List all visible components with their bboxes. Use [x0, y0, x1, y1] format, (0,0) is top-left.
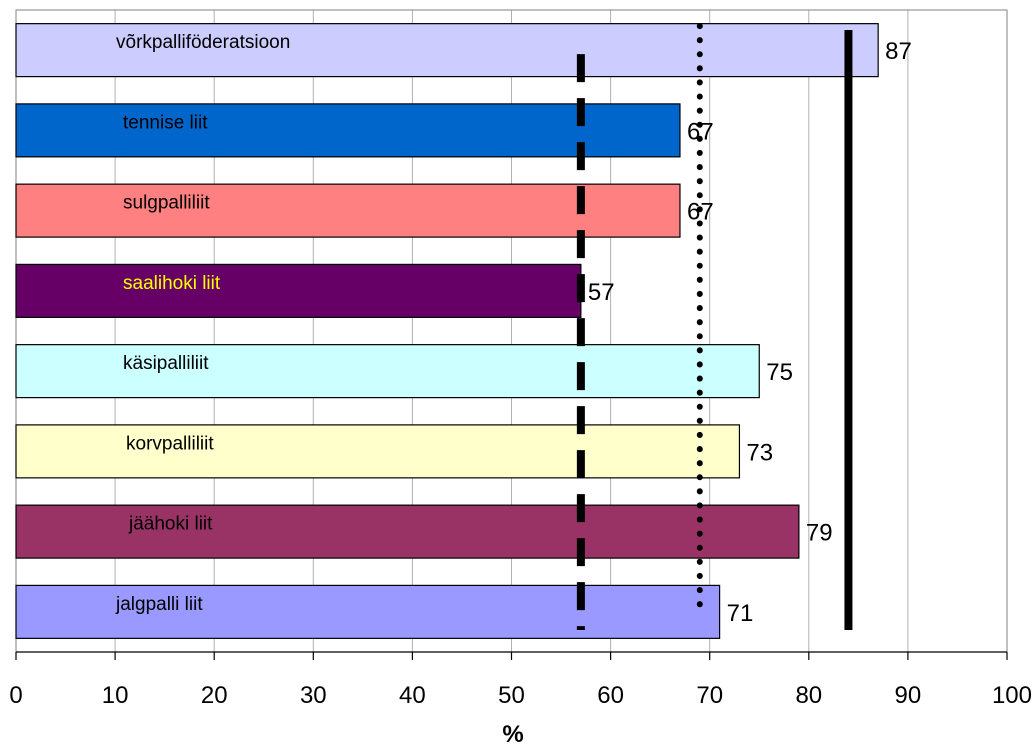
bar — [15, 23, 879, 78]
value-label: 87 — [885, 38, 912, 65]
value-label: 71 — [727, 600, 754, 627]
x-tick-label: 0 — [9, 682, 22, 709]
bar-layer — [15, 23, 879, 639]
category-label: käsipalliliit — [123, 353, 209, 374]
x-axis-title: % — [502, 721, 523, 745]
bar — [15, 504, 800, 559]
bar — [15, 344, 760, 399]
x-tick-label: 100 — [992, 682, 1032, 709]
category-label: saalihoki liit — [123, 273, 221, 294]
value-label: 73 — [746, 439, 773, 466]
bar — [15, 263, 582, 318]
x-axis: 0 10 20 30 40 50 60 70 80 90 100 — [9, 651, 1032, 709]
category-label: võrkpalliföderatsioon — [116, 32, 290, 53]
x-tick-label: 80 — [795, 682, 822, 709]
x-tick-label: 60 — [597, 682, 624, 709]
category-label: jalgpalli liit — [115, 594, 203, 615]
category-label: tennise liit — [123, 112, 208, 133]
x-tick-label: 70 — [696, 682, 723, 709]
x-tick-label: 40 — [399, 682, 426, 709]
bar — [15, 183, 681, 238]
category-label: korvpalliliit — [126, 433, 214, 454]
x-tick-label: 10 — [102, 682, 129, 709]
label-layer: võrkpalliföderatsioon 87 tennise liit 67 sul… — [115, 32, 912, 627]
value-label: 57 — [588, 279, 615, 306]
x-tick-label: 20 — [201, 682, 228, 709]
value-label: 79 — [806, 520, 833, 547]
bar — [15, 584, 721, 639]
value-label: 67 — [687, 118, 714, 145]
x-tick-label: 90 — [895, 682, 922, 709]
bar — [15, 103, 681, 158]
category-label: jäähoki liit — [128, 514, 213, 535]
category-label: sulgpalliliit — [123, 193, 210, 214]
value-label: 67 — [687, 199, 714, 226]
x-tick-label: 50 — [498, 682, 525, 709]
value-label: 75 — [766, 359, 793, 386]
x-tick-label: 30 — [300, 682, 327, 709]
bar — [15, 424, 741, 479]
reference-line-layer — [576, 23, 853, 630]
